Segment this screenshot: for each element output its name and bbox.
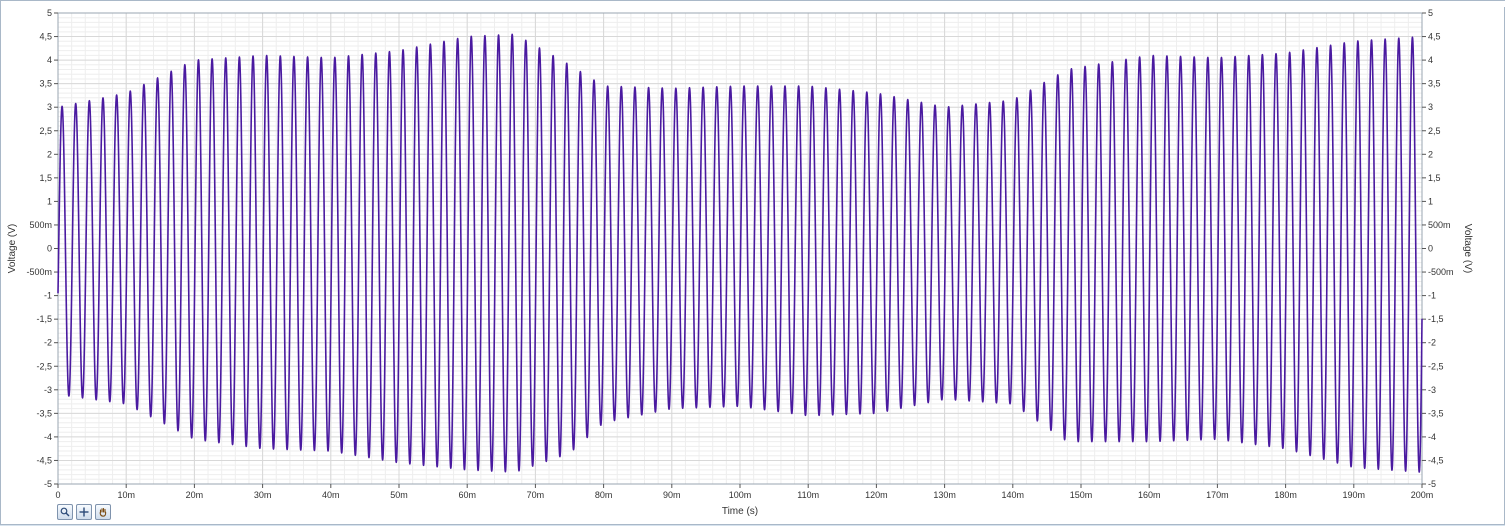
y-tick-label-right: 2 xyxy=(1428,149,1433,159)
y-tick-label: 3,5 xyxy=(39,79,52,89)
y-tick-label-right: 1 xyxy=(1428,196,1433,206)
y-tick-label-right: -2 xyxy=(1428,338,1436,348)
x-tick-label: 160m xyxy=(1138,490,1161,500)
y-tick-label-right: -500m xyxy=(1428,267,1454,277)
crosshair-icon xyxy=(79,507,89,517)
series-layer xyxy=(57,33,1423,473)
tick-marks xyxy=(54,12,1426,488)
y-tick-label: -3,5 xyxy=(36,408,52,418)
y-tick-label: -2 xyxy=(44,338,52,348)
y-tick-label: 2 xyxy=(47,149,52,159)
x-tick-label: 170m xyxy=(1206,490,1229,500)
x-tick-label: 120m xyxy=(865,490,888,500)
y-tick-label: 2,5 xyxy=(39,126,52,136)
series-line-0 xyxy=(57,33,1423,473)
x-tick-label: 200m xyxy=(1411,490,1434,500)
y-tick-label: 4 xyxy=(47,55,52,65)
hand-icon xyxy=(99,508,107,517)
y-tick-label-right: -4,5 xyxy=(1428,455,1444,465)
y-tick-label: 5 xyxy=(47,8,52,18)
y-tick-label-right: -1 xyxy=(1428,291,1436,301)
y-tick-label-right: 1,5 xyxy=(1428,173,1441,183)
y-tick-label-right: -4 xyxy=(1428,432,1436,442)
y-tick-label-right: -5 xyxy=(1428,479,1436,489)
x-tick-label: 90m xyxy=(663,490,681,500)
x-tick-label: 150m xyxy=(1070,490,1093,500)
y-tick-label-right: -2,5 xyxy=(1428,361,1444,371)
y-tick-label: 1,5 xyxy=(39,173,52,183)
y-tick-label: -5 xyxy=(44,479,52,489)
y-tick-label: -500m xyxy=(26,267,52,277)
graph-palette xyxy=(57,504,111,520)
x-tick-label: 140m xyxy=(1002,490,1025,500)
zoom-icon xyxy=(60,507,70,517)
x-tick-label: 180m xyxy=(1274,490,1297,500)
x-tick-label: 80m xyxy=(595,490,613,500)
zoom-button[interactable] xyxy=(57,504,73,520)
y-tick-label-right: 5 xyxy=(1428,8,1433,18)
x-tick-label: 40m xyxy=(322,490,340,500)
y-tick-label: 500m xyxy=(29,220,52,230)
x-tick-label: 0 xyxy=(55,490,60,500)
y-tick-label-right: 2,5 xyxy=(1428,126,1441,136)
panel-title-strip xyxy=(1,1,1505,7)
y-tick-label-right: 0 xyxy=(1428,244,1433,254)
y-tick-label: -2,5 xyxy=(36,361,52,371)
y-tick-label: -3 xyxy=(44,385,52,395)
y-tick-label: 3 xyxy=(47,102,52,112)
y-tick-label: 0 xyxy=(47,244,52,254)
y-tick-label-right: -3 xyxy=(1428,385,1436,395)
y-tick-label-right: 4,5 xyxy=(1428,32,1441,42)
x-tick-label: 190m xyxy=(1343,490,1366,500)
y-tick-label-right: -1,5 xyxy=(1428,314,1444,324)
y-tick-label-right: 3 xyxy=(1428,102,1433,112)
cursor-button[interactable] xyxy=(76,504,92,520)
y-tick-label-right: 4 xyxy=(1428,55,1433,65)
x-tick-label: 60m xyxy=(458,490,476,500)
y-tick-label: -4,5 xyxy=(36,455,52,465)
y-tick-label-right: 3,5 xyxy=(1428,79,1441,89)
x-axis-title: Time (s) xyxy=(722,506,758,517)
x-tick-label: 50m xyxy=(390,490,408,500)
x-tick-label: 130m xyxy=(933,490,956,500)
y-tick-label: 1 xyxy=(47,196,52,206)
y-axis-title: Voltage (V) xyxy=(7,224,18,273)
y-tick-label-right: 500m xyxy=(1428,220,1451,230)
y-tick-label: -4 xyxy=(44,432,52,442)
x-tick-label: 30m xyxy=(254,490,272,500)
x-tick-label: 10m xyxy=(117,490,135,500)
y-tick-label-right: -3,5 xyxy=(1428,408,1444,418)
tick-labels: 0 10m 20m 30m 40m 50m 60m 70m 80m 90m 100m 110m 120m… xyxy=(26,8,1453,500)
x-tick-label: 70m xyxy=(527,490,545,500)
x-tick-label: 20m xyxy=(186,490,204,500)
y-axis-title-right: Voltage (V) xyxy=(1462,224,1473,273)
x-tick-label: 110m xyxy=(797,490,819,500)
y-tick-label: 4,5 xyxy=(39,32,52,42)
y-tick-label: -1 xyxy=(44,291,52,301)
pan-button[interactable] xyxy=(95,504,111,520)
y-tick-label: -1,5 xyxy=(36,314,52,324)
x-tick-label: 100m xyxy=(729,490,752,500)
